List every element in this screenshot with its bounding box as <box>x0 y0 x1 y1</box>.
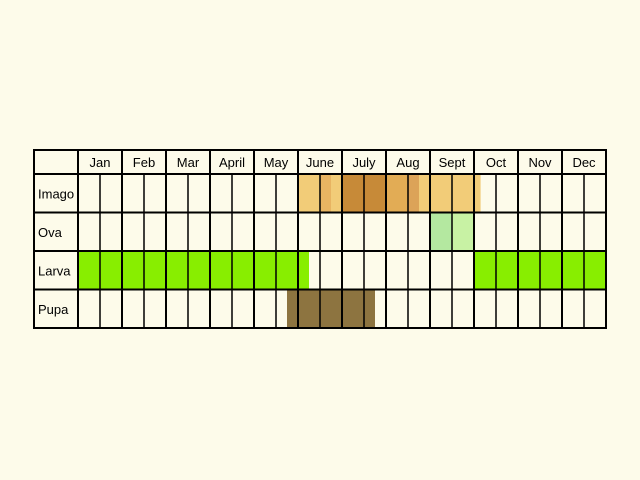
stage-label-larva: Larva <box>38 263 71 278</box>
ova-activity-bar-1 <box>452 213 474 250</box>
month-label: April <box>219 155 245 170</box>
larva-activity-bar-0 <box>78 252 309 289</box>
imago-activity-bar-1 <box>320 175 331 212</box>
month-label: Nov <box>528 155 552 170</box>
pupa-activity-bar-0 <box>287 290 375 327</box>
month-label: Oct <box>486 155 507 170</box>
stage-label-ova: Ova <box>38 225 63 240</box>
month-label: Feb <box>133 155 155 170</box>
imago-activity-bar-4 <box>408 175 419 212</box>
month-label: July <box>352 155 376 170</box>
ova-activity-bar-0 <box>430 213 452 250</box>
labels: Jan Feb Mar April May June July Aug Sept Oct Nov De… <box>38 155 596 317</box>
stage-label-imago: Imago <box>38 186 74 201</box>
month-label: Aug <box>396 155 419 170</box>
month-label: Mar <box>177 155 200 170</box>
month-label: May <box>264 155 289 170</box>
month-label: June <box>306 155 334 170</box>
stage-label-pupa: Pupa <box>38 302 69 317</box>
imago-activity-bar-3 <box>386 175 408 212</box>
month-label: Sept <box>439 155 466 170</box>
month-label: Dec <box>572 155 596 170</box>
month-label: Jan <box>90 155 111 170</box>
grid-lines <box>33 149 607 329</box>
